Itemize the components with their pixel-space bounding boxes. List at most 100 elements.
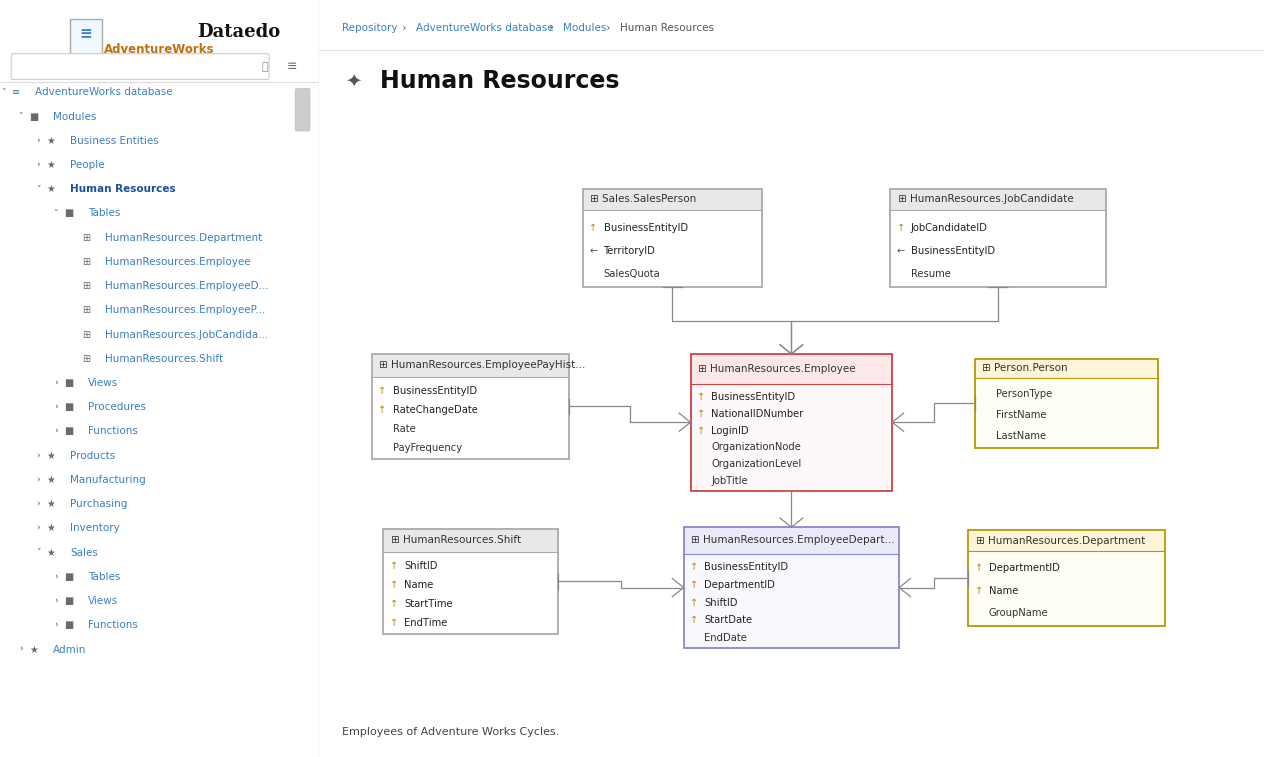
FancyBboxPatch shape — [70, 19, 102, 55]
Text: ↑: ↑ — [389, 618, 398, 628]
Bar — [890, 210, 1106, 287]
Bar — [975, 359, 1158, 378]
Text: ⊞: ⊞ — [82, 354, 90, 364]
Bar — [372, 377, 569, 459]
Text: ≡: ≡ — [287, 60, 297, 73]
Bar — [383, 528, 557, 634]
Text: Tables: Tables — [87, 208, 120, 219]
Text: ★: ★ — [47, 547, 56, 558]
Text: ↑: ↑ — [378, 405, 387, 416]
Text: HumanResources.EmployeeP...: HumanResources.EmployeeP... — [105, 305, 265, 316]
Text: ■: ■ — [64, 620, 73, 631]
Text: ↑: ↑ — [975, 563, 982, 573]
Text: OrganizationLevel: OrganizationLevel — [712, 459, 801, 469]
Bar — [975, 378, 1158, 447]
Text: ⊞: ⊞ — [82, 329, 90, 340]
Text: ›: › — [19, 645, 23, 654]
Text: ↑: ↑ — [975, 586, 982, 596]
Text: ↑: ↑ — [690, 597, 699, 608]
Text: ›: › — [37, 160, 40, 170]
Text: People: People — [70, 160, 105, 170]
Bar — [383, 552, 557, 634]
Text: AdventureWorks: AdventureWorks — [104, 43, 215, 57]
Text: ›: › — [54, 572, 58, 581]
Text: Functions: Functions — [87, 620, 138, 631]
Bar — [968, 551, 1165, 626]
Bar — [372, 354, 569, 377]
Bar — [890, 188, 1106, 287]
Text: JobTitle: JobTitle — [712, 476, 748, 486]
Text: ›: › — [37, 475, 40, 484]
Text: ›: › — [546, 23, 557, 33]
Text: HumanResources.JobCandida...: HumanResources.JobCandida... — [105, 329, 268, 340]
Bar — [583, 188, 762, 287]
Text: ↑: ↑ — [378, 386, 387, 396]
Text: Name: Name — [988, 586, 1018, 596]
Text: BusinessEntityID: BusinessEntityID — [712, 391, 795, 402]
Text: ↑: ↑ — [896, 223, 905, 232]
Bar — [684, 554, 899, 648]
Text: Modules: Modules — [53, 111, 96, 122]
Text: ⊞ HumanResources.Shift: ⊞ HumanResources.Shift — [391, 535, 521, 545]
Text: EndTime: EndTime — [404, 618, 447, 628]
Text: Admin: Admin — [53, 644, 86, 655]
Bar — [890, 188, 1106, 210]
Text: NationalIDNumber: NationalIDNumber — [712, 409, 804, 419]
Text: ≡: ≡ — [11, 87, 20, 98]
Text: ■: ■ — [64, 596, 73, 606]
Text: Purchasing: Purchasing — [70, 499, 128, 509]
Bar — [690, 354, 892, 384]
Bar — [690, 354, 892, 491]
Text: ↑: ↑ — [698, 425, 705, 435]
Text: ›: › — [54, 378, 58, 388]
Text: ↑: ↑ — [690, 615, 699, 625]
Text: Procedures: Procedures — [87, 402, 145, 413]
Text: ↑: ↑ — [690, 562, 699, 572]
Text: ⊞: ⊞ — [82, 232, 90, 243]
Text: ›: › — [54, 403, 58, 412]
Text: BusinessEntityID: BusinessEntityID — [604, 223, 688, 232]
Text: AdventureWorks database: AdventureWorks database — [35, 87, 173, 98]
Text: ↑: ↑ — [690, 580, 699, 590]
Text: ⊞ HumanResources.Employee: ⊞ HumanResources.Employee — [698, 364, 856, 374]
Text: ⊞: ⊞ — [82, 257, 90, 267]
Text: ⊞ Sales.SalesPerson: ⊞ Sales.SalesPerson — [590, 195, 696, 204]
Bar — [684, 527, 899, 554]
Text: EndDate: EndDate — [704, 633, 747, 643]
Text: HumanResources.Department: HumanResources.Department — [105, 232, 263, 243]
Text: ⌕: ⌕ — [262, 61, 268, 72]
Text: Dataedo: Dataedo — [197, 23, 281, 41]
Text: Human Resources: Human Resources — [621, 23, 714, 33]
Text: Inventory: Inventory — [70, 523, 120, 534]
Text: ←: ← — [589, 246, 598, 256]
Text: ■: ■ — [64, 426, 73, 437]
Text: ›: › — [54, 597, 58, 606]
Text: ★: ★ — [29, 644, 38, 655]
Text: FirstName: FirstName — [996, 410, 1047, 420]
Text: ↑: ↑ — [589, 223, 598, 232]
Text: Human Resources: Human Resources — [380, 69, 619, 93]
Bar — [583, 188, 762, 210]
Text: ★: ★ — [47, 136, 56, 146]
Text: JobCandidateID: JobCandidateID — [911, 223, 987, 232]
Text: Human Resources: Human Resources — [70, 184, 176, 195]
Text: ˅: ˅ — [1, 88, 5, 97]
Text: ›: › — [37, 500, 40, 509]
Text: OrganizationNode: OrganizationNode — [712, 442, 801, 453]
Text: TerritoryID: TerritoryID — [604, 246, 656, 256]
Text: BusinessEntityID: BusinessEntityID — [911, 246, 995, 256]
Text: StartDate: StartDate — [704, 615, 752, 625]
Text: ›: › — [603, 23, 614, 33]
Text: ⊞ HumanResources.EmployeeDepart...: ⊞ HumanResources.EmployeeDepart... — [691, 535, 895, 546]
Text: HumanResources.Employee: HumanResources.Employee — [105, 257, 250, 267]
Text: ˅: ˅ — [35, 185, 40, 194]
Text: ›: › — [54, 621, 58, 630]
Text: ShiftID: ShiftID — [404, 561, 437, 571]
Text: ★: ★ — [47, 523, 56, 534]
Text: ≡: ≡ — [80, 26, 92, 42]
Text: ■: ■ — [64, 572, 73, 582]
Text: ˅: ˅ — [35, 548, 40, 557]
Bar — [968, 531, 1165, 551]
Text: Rate: Rate — [393, 425, 416, 435]
Text: ↑: ↑ — [698, 409, 705, 419]
